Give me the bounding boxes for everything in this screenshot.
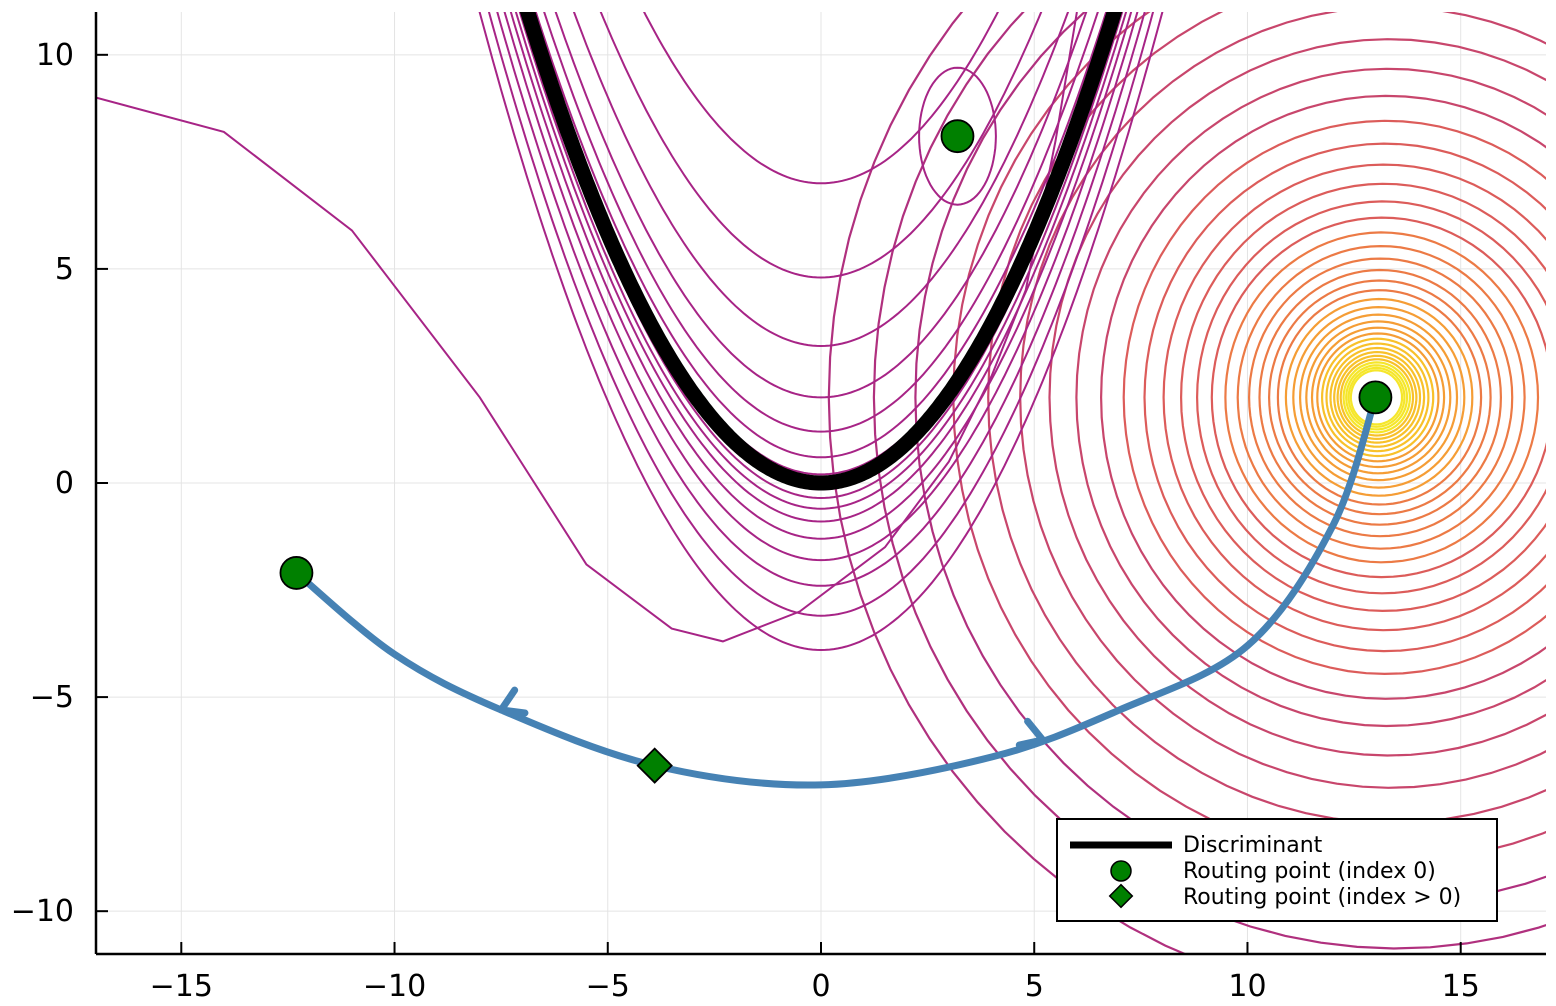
contour-line xyxy=(509,12,1133,540)
contour-ring xyxy=(914,12,1546,905)
contour-lines xyxy=(96,12,1546,954)
contour-ring xyxy=(1143,142,1546,653)
y-tick-label: −5 xyxy=(30,680,74,715)
contour-ring xyxy=(1345,364,1409,431)
contour-ring xyxy=(1310,326,1446,469)
contour-line xyxy=(503,12,1139,562)
contour-line xyxy=(572,12,1070,348)
contour-line xyxy=(554,12,1088,399)
contour-line xyxy=(518,12,1124,510)
contour-ring xyxy=(1347,366,1406,428)
contour-line xyxy=(534,12,1108,459)
contour-ring xyxy=(1179,182,1546,613)
contour-ring xyxy=(1316,332,1440,463)
contour-ring xyxy=(987,12,1546,825)
routing-point-index0 xyxy=(1358,380,1393,415)
contour-ring xyxy=(1333,350,1422,444)
legend: Discriminant Routing point (index 0) Rou… xyxy=(1056,818,1498,922)
legend-index0-marker xyxy=(1110,860,1132,882)
y-tick-label: 5 xyxy=(55,252,74,287)
y-tick-label: −10 xyxy=(11,894,74,929)
contour-line xyxy=(496,12,1146,587)
contour-line xyxy=(514,12,1128,523)
x-tick-label: 15 xyxy=(1442,969,1480,1004)
contour-ring xyxy=(1329,346,1426,448)
contour-ring xyxy=(1305,320,1452,475)
x-tick-label: −10 xyxy=(363,969,426,1004)
legend-index-gt0-marker xyxy=(1108,883,1134,909)
contour-line xyxy=(643,12,999,185)
contour-ring xyxy=(1195,200,1546,595)
legend-index-gt0-label: Routing point (index > 0) xyxy=(1183,885,1461,910)
routing-point-index0 xyxy=(940,119,975,154)
discriminant-series xyxy=(519,12,1123,491)
y-tick-label: 0 xyxy=(55,466,74,501)
contour-ring xyxy=(1247,257,1514,538)
contour-ring xyxy=(1298,313,1459,482)
contour-ring xyxy=(1258,268,1503,526)
contour-ring xyxy=(1210,216,1546,579)
routing-point-index0 xyxy=(279,556,314,590)
legend-discriminant-label: Discriminant xyxy=(1183,833,1323,858)
x-tick-label: 5 xyxy=(1025,969,1044,1004)
legend-index0-label: Routing point (index 0) xyxy=(1183,859,1436,884)
contour-line xyxy=(543,12,1099,433)
contour-ring xyxy=(1349,369,1404,426)
discriminant-curve xyxy=(519,12,1123,491)
routing-path xyxy=(292,393,1379,789)
path-arrowhead xyxy=(497,686,529,717)
contour-line xyxy=(918,66,997,206)
path-curve xyxy=(292,393,1379,789)
x-tick-label: −15 xyxy=(150,969,213,1004)
contour-ring xyxy=(1267,279,1492,516)
contour-ring xyxy=(1339,358,1415,437)
contour-ring xyxy=(1342,361,1412,434)
x-tick-label: 0 xyxy=(811,969,830,1004)
contour-line xyxy=(478,12,1164,652)
contour-ring xyxy=(1292,305,1466,489)
contour-ring xyxy=(1162,163,1546,632)
contour-ring xyxy=(1099,94,1546,700)
path-arrowhead xyxy=(1015,717,1047,749)
contour-ring xyxy=(1224,231,1540,564)
contour-ring xyxy=(1284,297,1474,497)
contour-ring xyxy=(1336,354,1418,441)
contour-ring xyxy=(1048,38,1546,757)
contour-ring xyxy=(1276,289,1483,506)
routing-point-index-gt0 xyxy=(636,747,673,784)
contour-line xyxy=(599,12,1043,279)
contour-ring xyxy=(1236,244,1526,550)
contour-line xyxy=(96,12,1078,643)
contour-ring xyxy=(872,12,1546,950)
y-tick-label: 10 xyxy=(36,38,74,73)
tick-labels: −15 −10 −5 0 5 10 15 −10 −5 0 5 10 xyxy=(11,38,1480,1004)
contour-ring xyxy=(1325,342,1430,453)
contour-ring xyxy=(1075,67,1546,728)
x-tick-label: 10 xyxy=(1228,969,1266,1004)
routing-points xyxy=(279,119,1393,784)
contour-ring xyxy=(1320,337,1435,458)
contour-ring xyxy=(1122,119,1546,676)
contour-line xyxy=(487,12,1155,617)
x-tick-label: −5 xyxy=(586,969,630,1004)
